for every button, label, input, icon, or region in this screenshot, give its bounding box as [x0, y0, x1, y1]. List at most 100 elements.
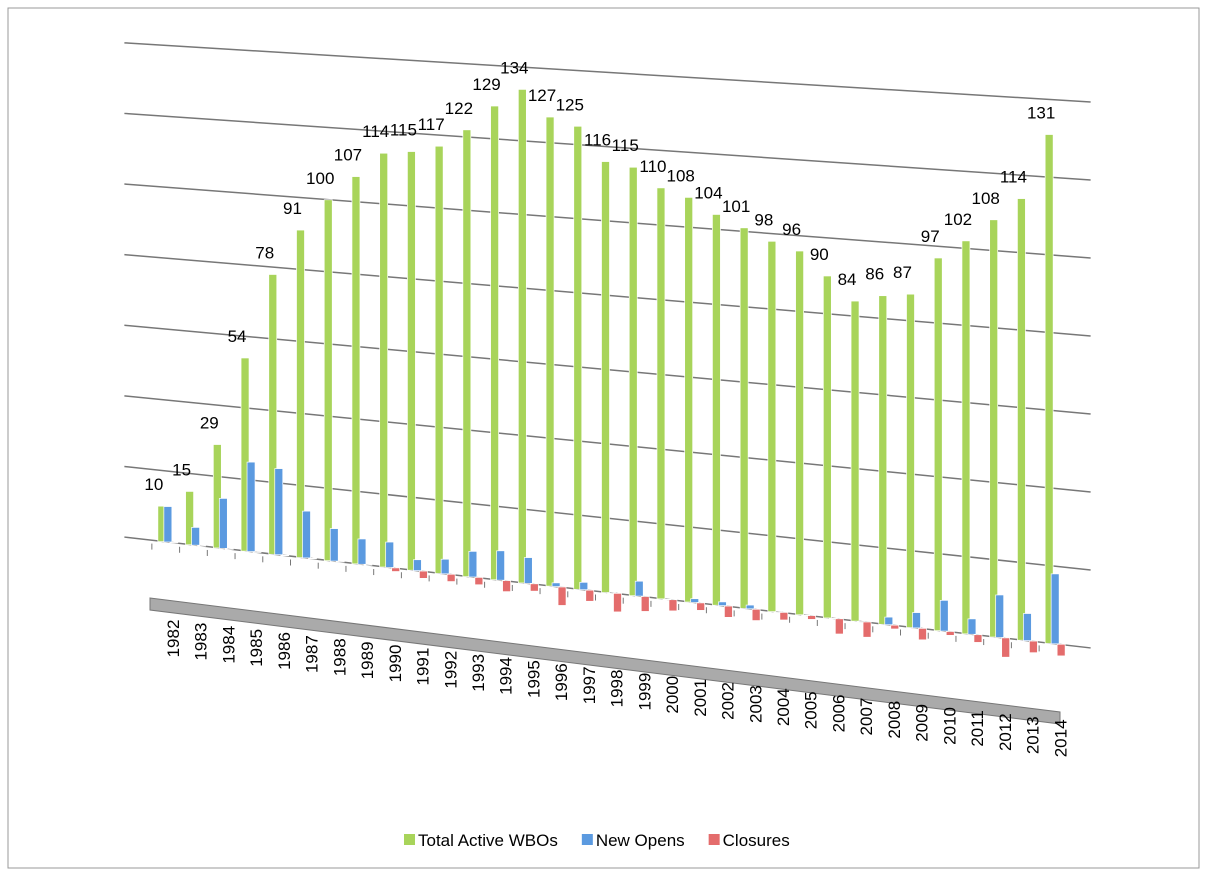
x-tick-label: 1982: [164, 620, 183, 658]
value-label: 90: [810, 245, 829, 264]
value-label: 125: [556, 95, 584, 114]
bar: [795, 250, 804, 616]
bar: [862, 621, 872, 638]
bar: [690, 598, 700, 603]
bar: [1044, 134, 1054, 644]
bar: [739, 227, 749, 609]
value-label: 108: [666, 166, 694, 185]
bar: [246, 461, 256, 552]
bar: [413, 559, 422, 571]
x-tick-label: 1994: [497, 657, 516, 695]
x-tick-label: 1995: [524, 660, 543, 698]
bar: [296, 229, 305, 558]
bar: [185, 491, 194, 546]
value-label: 127: [528, 86, 556, 105]
bar: [918, 627, 927, 641]
bar: [668, 599, 678, 612]
x-tick-label: 2004: [774, 688, 793, 726]
x-tick-label: 2014: [1051, 719, 1070, 757]
floor: [149, 597, 1061, 725]
bar: [218, 498, 228, 549]
x-tick-label: 1999: [635, 673, 654, 711]
bar: [878, 295, 888, 625]
value-label: 110: [639, 157, 666, 176]
bar: [191, 527, 200, 546]
value-label: 91: [283, 199, 302, 218]
value-label: 86: [865, 265, 884, 284]
bar: [551, 582, 561, 587]
bar: [446, 573, 456, 582]
bar: [407, 151, 416, 571]
bar: [906, 293, 915, 628]
x-tick-label: 1983: [192, 623, 211, 661]
value-label: 122: [445, 99, 473, 118]
bar: [779, 612, 789, 621]
x-tick-label: 1998: [608, 670, 627, 708]
bar: [640, 596, 650, 612]
x-tick-label: 1993: [469, 654, 488, 692]
bar: [163, 506, 173, 543]
bar: [850, 300, 860, 622]
x-tick-label: 1985: [247, 629, 266, 667]
x-tick-label: 2007: [857, 698, 876, 736]
bar: [385, 541, 395, 568]
bar: [517, 89, 527, 584]
x-tick-label: 1996: [552, 663, 571, 701]
bar: [329, 528, 339, 562]
bar: [468, 551, 478, 578]
bar: [252, 551, 262, 553]
value-label: 97: [921, 227, 940, 246]
x-tick-label: 1997: [580, 666, 599, 704]
legend: Total Active WBOs New Opens Closures: [404, 831, 790, 850]
bar: [474, 577, 484, 586]
bar: [834, 618, 844, 635]
bar: [890, 624, 900, 630]
x-tick-label: 1989: [358, 641, 377, 679]
bar: [323, 199, 333, 562]
bar: [280, 554, 290, 557]
bar: [302, 510, 311, 559]
bar: [939, 600, 949, 632]
x-tick-label: 1992: [441, 651, 460, 689]
bar: [268, 274, 278, 555]
value-label: 78: [255, 243, 274, 262]
bar: [585, 589, 595, 602]
bar: [634, 580, 644, 597]
bar: [1050, 573, 1060, 645]
bar: [496, 550, 505, 581]
value-label: 96: [782, 220, 801, 239]
value-label: 54: [228, 327, 247, 346]
bar: [884, 616, 894, 626]
bar: [807, 615, 816, 620]
value-label: 108: [971, 189, 999, 208]
bar: [628, 166, 638, 597]
bar: [601, 161, 610, 593]
bar: [274, 468, 284, 556]
x-tick-label: 1987: [303, 635, 322, 673]
bar: [989, 219, 999, 638]
x-tick-label: 2003: [746, 685, 765, 723]
value-label: 101: [722, 197, 750, 216]
bar: [240, 357, 250, 552]
value-label: 116: [584, 131, 611, 150]
x-tick-label: 2011: [968, 710, 987, 747]
bar: [335, 561, 345, 563]
bar: [357, 538, 367, 565]
value-label: 87: [893, 263, 912, 282]
bar: [745, 604, 755, 610]
bar: [529, 583, 539, 592]
legend-swatch: [404, 834, 415, 845]
bar: [502, 580, 511, 592]
bar: [767, 240, 777, 612]
x-tick-label: 1988: [330, 638, 349, 676]
bar: [973, 634, 983, 643]
legend-swatch: [581, 834, 593, 845]
value-label: 115: [612, 136, 639, 155]
bar: [573, 125, 583, 590]
bar: [1029, 640, 1038, 654]
value-label: 29: [200, 414, 219, 433]
bar: [995, 594, 1005, 638]
bar: [751, 608, 761, 621]
value-label: 107: [334, 146, 362, 165]
x-tick-label: 2009: [913, 704, 932, 742]
